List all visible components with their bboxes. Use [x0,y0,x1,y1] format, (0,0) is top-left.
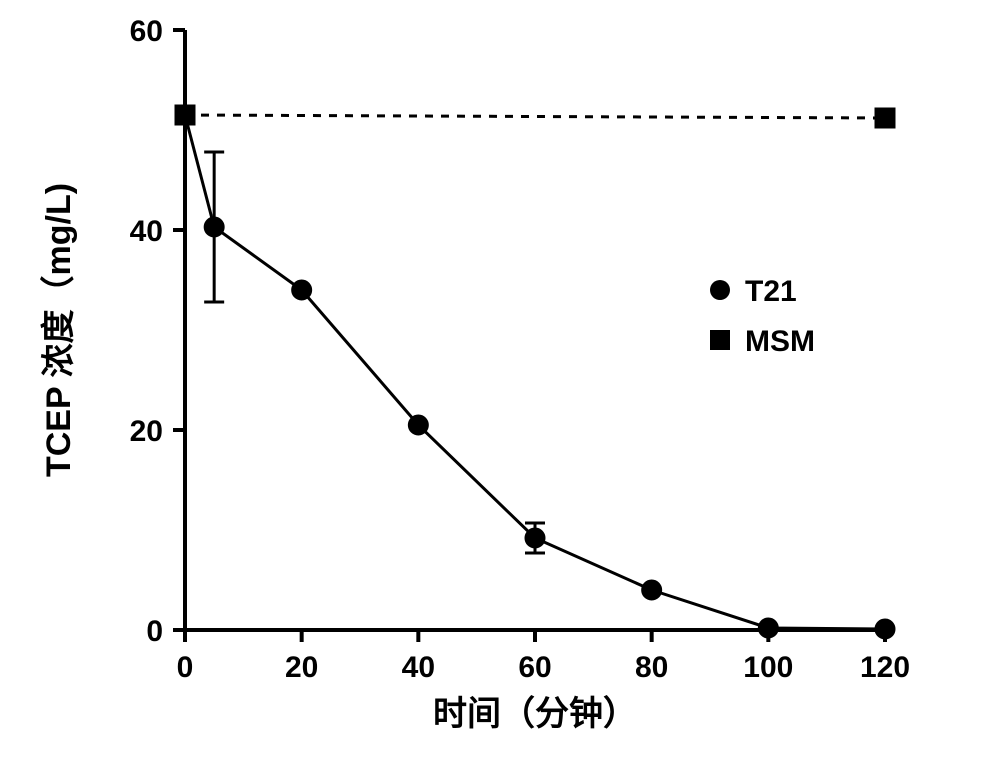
x-tick-label: 40 [402,651,435,684]
x-tick-label: 100 [743,651,793,684]
chart-svg: 0 20 40 60 80 100 120 0 20 40 60 时间（分钟） TCEP 浓度（mg/L… [0,0,1000,783]
legend-label: T21 [745,275,797,308]
legend-marker-square [710,330,730,350]
marker-circle [525,528,545,548]
chart-container: 0 20 40 60 80 100 120 0 20 40 60 时间（分钟） TCEP 浓度（mg/L… [0,0,1000,783]
x-tick-label: 20 [285,651,318,684]
x-tick-label: 120 [860,651,910,684]
marker-circle [642,580,662,600]
x-tick-label: 60 [518,651,551,684]
y-tick-label: 0 [146,615,163,648]
legend-marker-circle [710,280,730,300]
x-tick-label: 0 [177,651,194,684]
legend-label: MSM [745,325,815,358]
marker-circle [758,618,778,638]
marker-square [175,105,195,125]
marker-square [875,108,895,128]
x-axis-label: 时间（分钟） [433,694,637,733]
y-tick-label: 60 [130,15,163,48]
y-tick-label: 40 [130,215,163,248]
marker-circle [875,619,895,639]
marker-circle [408,415,428,435]
marker-circle [204,217,224,237]
y-axis-label: TCEP 浓度（mg/L) [39,183,78,477]
series-line [185,115,885,118]
y-tick-label: 20 [130,415,163,448]
marker-circle [292,280,312,300]
x-tick-label: 80 [635,651,668,684]
